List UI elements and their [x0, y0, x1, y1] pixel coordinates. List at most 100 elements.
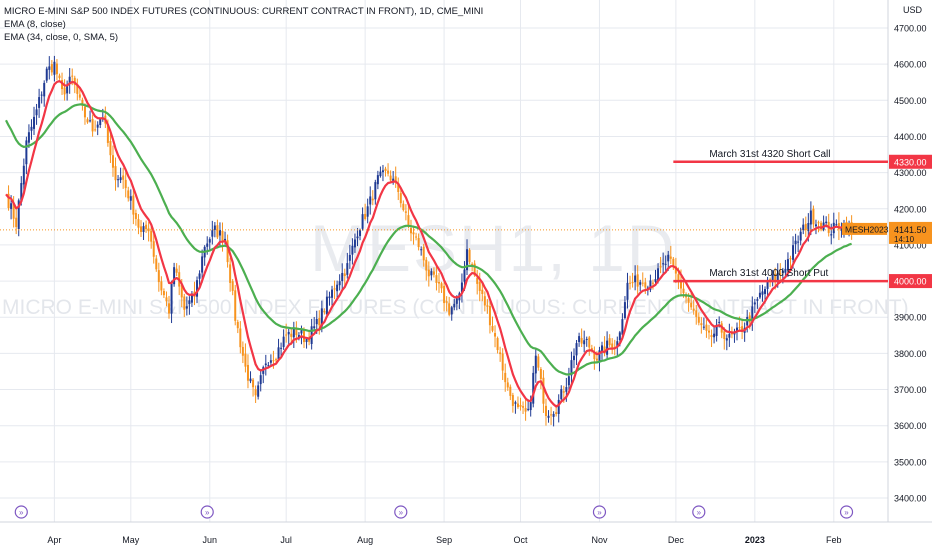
- candle-body: [325, 296, 328, 315]
- event-icon[interactable]: [692, 505, 706, 519]
- candle-body: [794, 240, 797, 245]
- candle-body: [692, 308, 695, 311]
- candle-body: [346, 263, 349, 275]
- candle-body: [611, 343, 614, 350]
- candle-body: [654, 279, 657, 282]
- candle-body: [636, 274, 639, 287]
- candle-body: [565, 387, 568, 392]
- candle-body: [736, 327, 739, 332]
- candle-body: [560, 389, 563, 400]
- candle-body: [695, 310, 698, 317]
- time-tick-label: Sep: [436, 535, 452, 545]
- event-icon[interactable]: [200, 505, 214, 519]
- candle-body: [725, 338, 728, 341]
- candle-body: [629, 282, 632, 284]
- candle-body: [669, 256, 672, 259]
- candle-body: [300, 330, 303, 334]
- candle-body: [137, 219, 140, 228]
- candle-body: [713, 333, 716, 338]
- candle-body: [595, 358, 598, 361]
- candle-body: [40, 94, 43, 96]
- candle-body: [376, 175, 379, 185]
- candle-body: [50, 64, 53, 73]
- candle-body: [697, 316, 700, 323]
- candle-body: [371, 198, 374, 201]
- candle-body: [687, 298, 690, 303]
- candle-body: [707, 330, 710, 333]
- candle-body: [71, 75, 74, 77]
- event-icon[interactable]: [14, 505, 28, 519]
- candle-body: [468, 249, 471, 262]
- candle-body: [351, 245, 354, 255]
- candle-body: [679, 280, 682, 289]
- candle-body: [295, 327, 298, 336]
- candle-body: [412, 232, 415, 235]
- candle-body: [129, 196, 132, 201]
- time-tick-label: Oct: [513, 535, 528, 545]
- candle-body: [280, 347, 283, 349]
- candle-body: [53, 61, 56, 75]
- candle-body: [274, 359, 277, 361]
- candle-body: [547, 415, 550, 418]
- candle-body: [402, 203, 405, 211]
- price-tick-label: 4100.00: [894, 240, 927, 250]
- candle-body: [387, 170, 390, 174]
- candle-body: [218, 229, 221, 236]
- candle-body: [122, 175, 125, 180]
- hline-label: March 31st 4000 Short Put: [709, 268, 828, 279]
- candle-body: [682, 288, 685, 294]
- candle-body: [48, 66, 51, 70]
- candle-body: [466, 249, 469, 271]
- candle-body: [804, 223, 807, 231]
- candle-body: [201, 256, 204, 273]
- chart-legend: MICRO E-MINI S&P 500 INDEX FUTURES (CONT…: [4, 5, 483, 44]
- price-tick-label: 3500.00: [894, 457, 927, 467]
- price-tag-label: 4000.00: [894, 277, 927, 287]
- candle-body: [758, 292, 761, 298]
- candle-body: [570, 360, 573, 376]
- candle-body: [496, 338, 499, 351]
- event-icon[interactable]: [839, 505, 854, 519]
- candle-body: [438, 282, 440, 284]
- candle-body: [585, 338, 588, 340]
- candle-body: [738, 327, 741, 329]
- event-icon[interactable]: [592, 505, 607, 519]
- candle-body: [168, 303, 171, 314]
- event-icon[interactable]: [394, 505, 408, 519]
- candle-body: [22, 165, 25, 185]
- candle-body: [290, 333, 293, 337]
- candle-body: [292, 327, 295, 338]
- candle-body: [598, 350, 601, 361]
- candle-body: [825, 221, 828, 224]
- candle-body: [33, 116, 36, 129]
- candle-body: [366, 206, 369, 217]
- candle-body: [180, 285, 183, 298]
- candle-body: [529, 401, 532, 411]
- candle-body: [94, 129, 97, 131]
- candle-body: [407, 215, 410, 227]
- ema-34-line: [5, 103, 852, 376]
- candle-body: [753, 302, 756, 305]
- candle-body: [173, 267, 176, 285]
- candle-body: [175, 268, 178, 273]
- price-tag-label: 4330.00: [894, 157, 927, 167]
- candle-body: [789, 258, 792, 260]
- candle-body: [603, 346, 606, 354]
- candle-body: [20, 183, 23, 202]
- candle-body: [764, 289, 767, 294]
- candle-body: [333, 288, 336, 290]
- candle-body: [532, 372, 535, 404]
- candle-body: [249, 378, 252, 382]
- candle-body: [76, 84, 79, 94]
- candle-body: [710, 335, 713, 338]
- candle-body: [12, 203, 15, 219]
- candle-body: [664, 263, 667, 265]
- candle-body: [397, 182, 400, 193]
- candle-body: [786, 259, 789, 271]
- candle-body: [674, 266, 677, 274]
- candle-body: [364, 213, 367, 219]
- candle-body: [626, 282, 629, 300]
- candle-body: [415, 236, 418, 238]
- candle-body: [463, 269, 466, 282]
